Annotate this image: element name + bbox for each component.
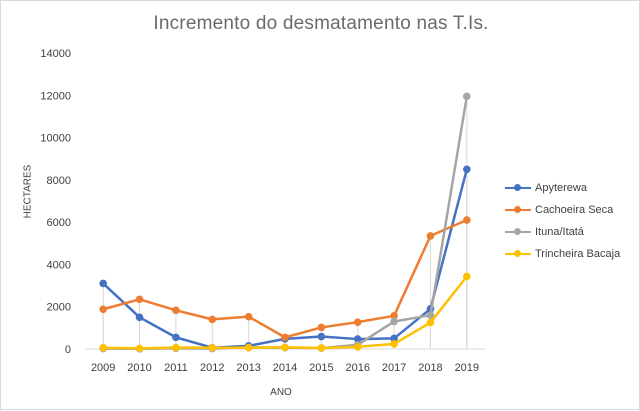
legend: Apyterewa Cachoeira Seca Ituna/Itatá Trinch… bbox=[505, 177, 639, 265]
data-point-1 bbox=[135, 295, 144, 304]
data-point-1 bbox=[208, 315, 217, 324]
data-point-3 bbox=[135, 344, 144, 353]
legend-item: Ituna/Itatá bbox=[505, 221, 639, 243]
legend-item: Cachoeira Seca bbox=[505, 199, 639, 221]
data-point-0 bbox=[135, 313, 144, 322]
data-point-1 bbox=[99, 305, 107, 314]
data-point-1 bbox=[463, 216, 471, 224]
data-point-3 bbox=[281, 343, 289, 352]
legend-item: Trincheira Bacaja bbox=[505, 243, 639, 265]
x-tick-label: 2009 bbox=[91, 362, 115, 374]
series-line-1 bbox=[101, 218, 469, 339]
chart-title: Incremento do desmatamento nas T.Is. bbox=[153, 13, 489, 34]
legend-label: Cachoeira Seca bbox=[535, 204, 614, 216]
series-line-2 bbox=[101, 95, 469, 351]
y-tick-label: 6000 bbox=[47, 217, 71, 229]
y-tick-label: 2000 bbox=[47, 302, 71, 314]
legend-swatch bbox=[505, 183, 531, 193]
data-point-3 bbox=[353, 343, 362, 351]
legend-item: Apyterewa bbox=[505, 177, 639, 199]
x-tick-label: 2014 bbox=[273, 362, 297, 374]
x-tick-label: 2012 bbox=[200, 362, 224, 374]
legend-swatch-marker bbox=[514, 206, 521, 213]
data-point-3 bbox=[99, 343, 107, 352]
data-point-1 bbox=[172, 306, 180, 315]
data-point-3 bbox=[463, 272, 471, 281]
y-tick-label: 12000 bbox=[40, 90, 71, 102]
series-line-0 bbox=[101, 168, 469, 349]
data-point-0 bbox=[99, 279, 107, 288]
y-tick-label: 8000 bbox=[47, 175, 71, 187]
x-tick-label: 2015 bbox=[309, 362, 333, 374]
y-tick-label: 0 bbox=[65, 344, 71, 356]
data-point-3 bbox=[208, 343, 217, 352]
legend-swatch bbox=[505, 249, 531, 259]
data-point-0 bbox=[317, 332, 326, 341]
data-point-0 bbox=[463, 165, 471, 174]
x-axis-label: ANO bbox=[270, 387, 292, 398]
data-point-1 bbox=[353, 318, 362, 326]
data-point-2 bbox=[463, 92, 471, 101]
data-point-3 bbox=[426, 318, 435, 327]
x-tick-label: 2018 bbox=[418, 362, 442, 374]
data-point-2 bbox=[390, 317, 398, 326]
x-tick-label: 2019 bbox=[455, 362, 479, 374]
y-tick-label: 14000 bbox=[40, 48, 71, 60]
data-point-3 bbox=[317, 344, 326, 352]
data-point-1 bbox=[317, 323, 326, 332]
data-point-1 bbox=[244, 312, 253, 321]
y-tick-label: 10000 bbox=[40, 133, 71, 145]
y-tick-label: 4000 bbox=[47, 259, 71, 271]
x-tick-label: 2013 bbox=[236, 362, 260, 374]
data-point-3 bbox=[390, 340, 398, 348]
legend-swatch-marker bbox=[514, 184, 521, 191]
data-point-2 bbox=[426, 311, 435, 319]
legend-swatch bbox=[505, 205, 531, 215]
legend-label: Apyterewa bbox=[535, 182, 587, 194]
x-tick-label: 2010 bbox=[127, 362, 151, 374]
data-point-1 bbox=[281, 333, 289, 342]
legend-swatch-marker bbox=[514, 250, 521, 257]
legend-label: Ituna/Itatá bbox=[535, 226, 584, 238]
data-point-3 bbox=[172, 343, 180, 352]
data-point-1 bbox=[426, 232, 435, 240]
legend-swatch-marker bbox=[514, 228, 521, 235]
x-tick-label: 2011 bbox=[164, 362, 188, 374]
x-tick-label: 2016 bbox=[345, 362, 369, 374]
x-tick-label: 2017 bbox=[382, 362, 406, 374]
data-point-0 bbox=[172, 333, 180, 342]
legend-swatch bbox=[505, 227, 531, 237]
legend-label: Trincheira Bacaja bbox=[535, 248, 621, 260]
data-point-3 bbox=[244, 343, 253, 352]
